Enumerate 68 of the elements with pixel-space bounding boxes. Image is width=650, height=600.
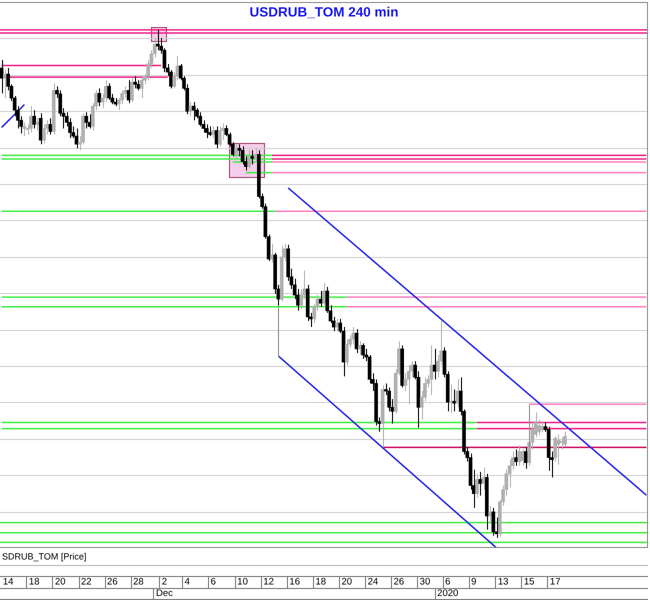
x-tick-label: 18 <box>315 576 326 588</box>
candlestick <box>354 328 358 354</box>
candlestick <box>192 102 196 121</box>
x-tick-label: 20 <box>54 576 66 588</box>
candlestick <box>88 114 92 129</box>
candlestick <box>537 419 541 436</box>
x-tick-label: 26 <box>107 576 118 588</box>
candlestick <box>404 372 408 392</box>
candlestick <box>482 467 486 490</box>
x-tick-label: 16 <box>289 576 300 588</box>
x-tick-label: 12 <box>263 576 274 588</box>
x-tick-label: 26 <box>394 576 404 588</box>
candlestick <box>204 124 209 139</box>
candlestick <box>29 106 33 134</box>
candlestick <box>42 124 46 144</box>
candlestick <box>250 150 254 166</box>
candlestick <box>198 112 202 127</box>
x-tick-label: 9 <box>471 576 476 588</box>
candlestick <box>488 505 492 524</box>
text: SDRUB_TOM [Price] <box>2 551 86 562</box>
candlestick <box>344 338 349 366</box>
x-tick-label: 24 <box>368 576 378 588</box>
candlestick <box>84 112 88 129</box>
candlestick <box>140 76 144 98</box>
candlestick <box>270 243 274 264</box>
candlestick <box>406 364 410 405</box>
candlestick <box>97 88 102 107</box>
x-tick-label: 17 <box>550 576 560 588</box>
x-tick-label: 18 <box>28 576 40 588</box>
x-tick-label: 20 <box>342 576 352 588</box>
candlestick <box>247 150 251 170</box>
x-tick-label: 14 <box>2 576 14 588</box>
candlestick <box>361 342 365 360</box>
x-tick-label: 28 <box>133 576 144 588</box>
candlestick <box>491 507 496 536</box>
candlestick <box>74 128 78 149</box>
candlestick <box>22 122 26 137</box>
candlestick <box>553 436 558 462</box>
candlestick <box>3 70 7 98</box>
candlestick <box>136 80 140 91</box>
x-tick-label: 4 <box>184 576 190 588</box>
candlestick <box>0 59 4 94</box>
candlestick <box>107 82 111 101</box>
candlestick <box>518 444 522 466</box>
candlestick <box>188 102 192 117</box>
candlestick <box>208 126 212 137</box>
candlestick <box>335 318 339 332</box>
x-tick-label: 6 2020 <box>437 576 458 599</box>
candlestick <box>475 473 479 498</box>
chart-title: USDRUB_TOM 240 min <box>249 4 399 20</box>
candlestick <box>156 29 160 51</box>
candlestick <box>456 378 460 408</box>
candlestick <box>130 78 134 103</box>
x-tick-label: 15 <box>524 576 534 588</box>
candlestick <box>430 344 434 396</box>
x-tick-label: 6 <box>210 576 216 588</box>
x-tick-label: 13 <box>498 576 508 588</box>
candlestick <box>563 431 567 447</box>
x-tick-label: 22 <box>81 576 92 588</box>
candlestick <box>322 282 326 306</box>
candlestick <box>214 126 218 149</box>
x-tick-label: 2 Dec <box>156 576 174 599</box>
x-tick-label: 30 <box>420 576 430 588</box>
candlestick <box>556 434 560 466</box>
candlestick <box>218 126 222 147</box>
x-tick-label: 10 <box>237 576 248 588</box>
candlestick <box>48 118 52 136</box>
candlestick <box>36 118 40 131</box>
